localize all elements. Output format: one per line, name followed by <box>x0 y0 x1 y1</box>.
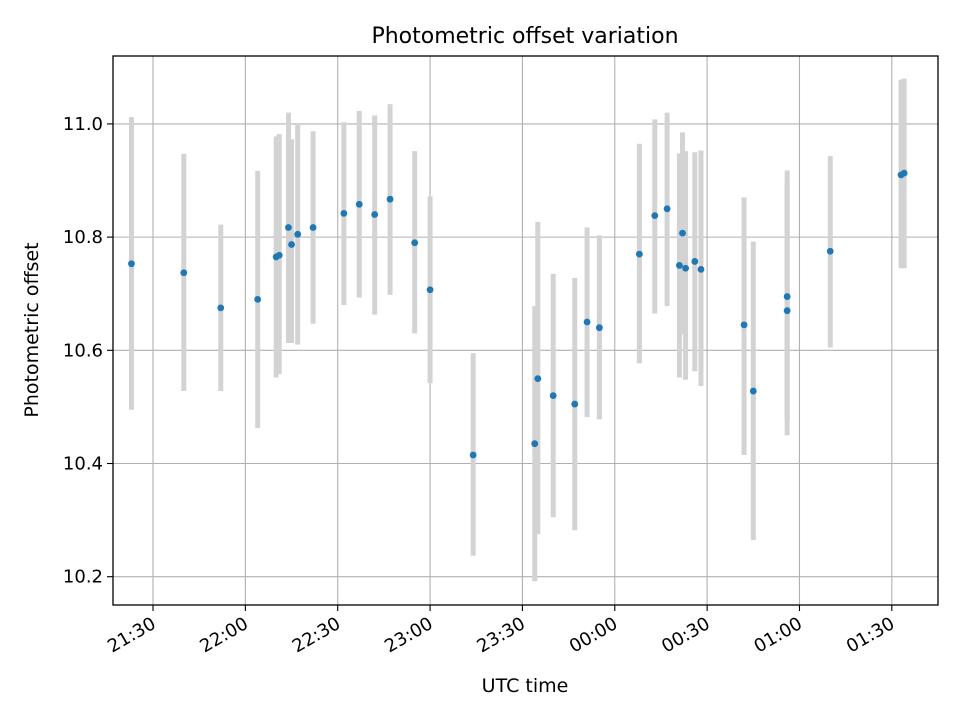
data-point <box>900 169 908 177</box>
data-point <box>691 258 699 265</box>
data-point <box>217 304 225 312</box>
data-point <box>549 392 557 399</box>
data-point <box>783 293 791 300</box>
data-point <box>676 262 683 269</box>
data-point <box>682 264 689 272</box>
y-tick-label: 10.4 <box>63 454 103 475</box>
data-point <box>180 269 188 277</box>
y-axis-ticks: 10.2 10.4 10.6 10.8 11.0 <box>63 114 113 588</box>
grid <box>113 56 938 605</box>
plot-frame <box>112 55 939 606</box>
y-tick-label: 10.6 <box>63 340 103 361</box>
data-point <box>275 251 283 259</box>
y-tick-label: 10.2 <box>63 567 103 588</box>
y-tick-label: 11.0 <box>63 114 103 135</box>
y-tick-label: 10.8 <box>63 227 103 248</box>
data-point <box>386 195 394 203</box>
data-point <box>340 209 348 217</box>
data-point <box>531 440 539 448</box>
data-point <box>583 318 591 326</box>
data-point <box>294 230 302 238</box>
data-point <box>749 387 757 395</box>
data-point <box>571 400 579 408</box>
data-point <box>635 250 643 258</box>
data-point <box>783 307 791 315</box>
data-point <box>309 224 317 231</box>
data-point <box>595 324 603 332</box>
data-point <box>663 205 671 213</box>
data-point <box>679 229 686 237</box>
data-point <box>288 241 295 248</box>
y-axis-label: Photometric offset <box>21 242 43 417</box>
data-point <box>285 224 292 231</box>
x-axis-label: UTC time <box>482 675 569 697</box>
data-points <box>128 169 908 459</box>
data-point <box>355 200 363 208</box>
data-point <box>697 265 705 273</box>
data-point <box>469 451 477 459</box>
data-point <box>426 286 434 294</box>
data-point <box>651 212 659 220</box>
data-point <box>534 375 542 383</box>
data-point <box>371 211 379 218</box>
chart-title: Photometric offset variation <box>371 24 678 49</box>
data-point <box>826 247 834 255</box>
data-point <box>740 321 748 329</box>
data-point <box>128 260 135 268</box>
data-point <box>411 239 419 247</box>
data-point <box>254 295 262 303</box>
